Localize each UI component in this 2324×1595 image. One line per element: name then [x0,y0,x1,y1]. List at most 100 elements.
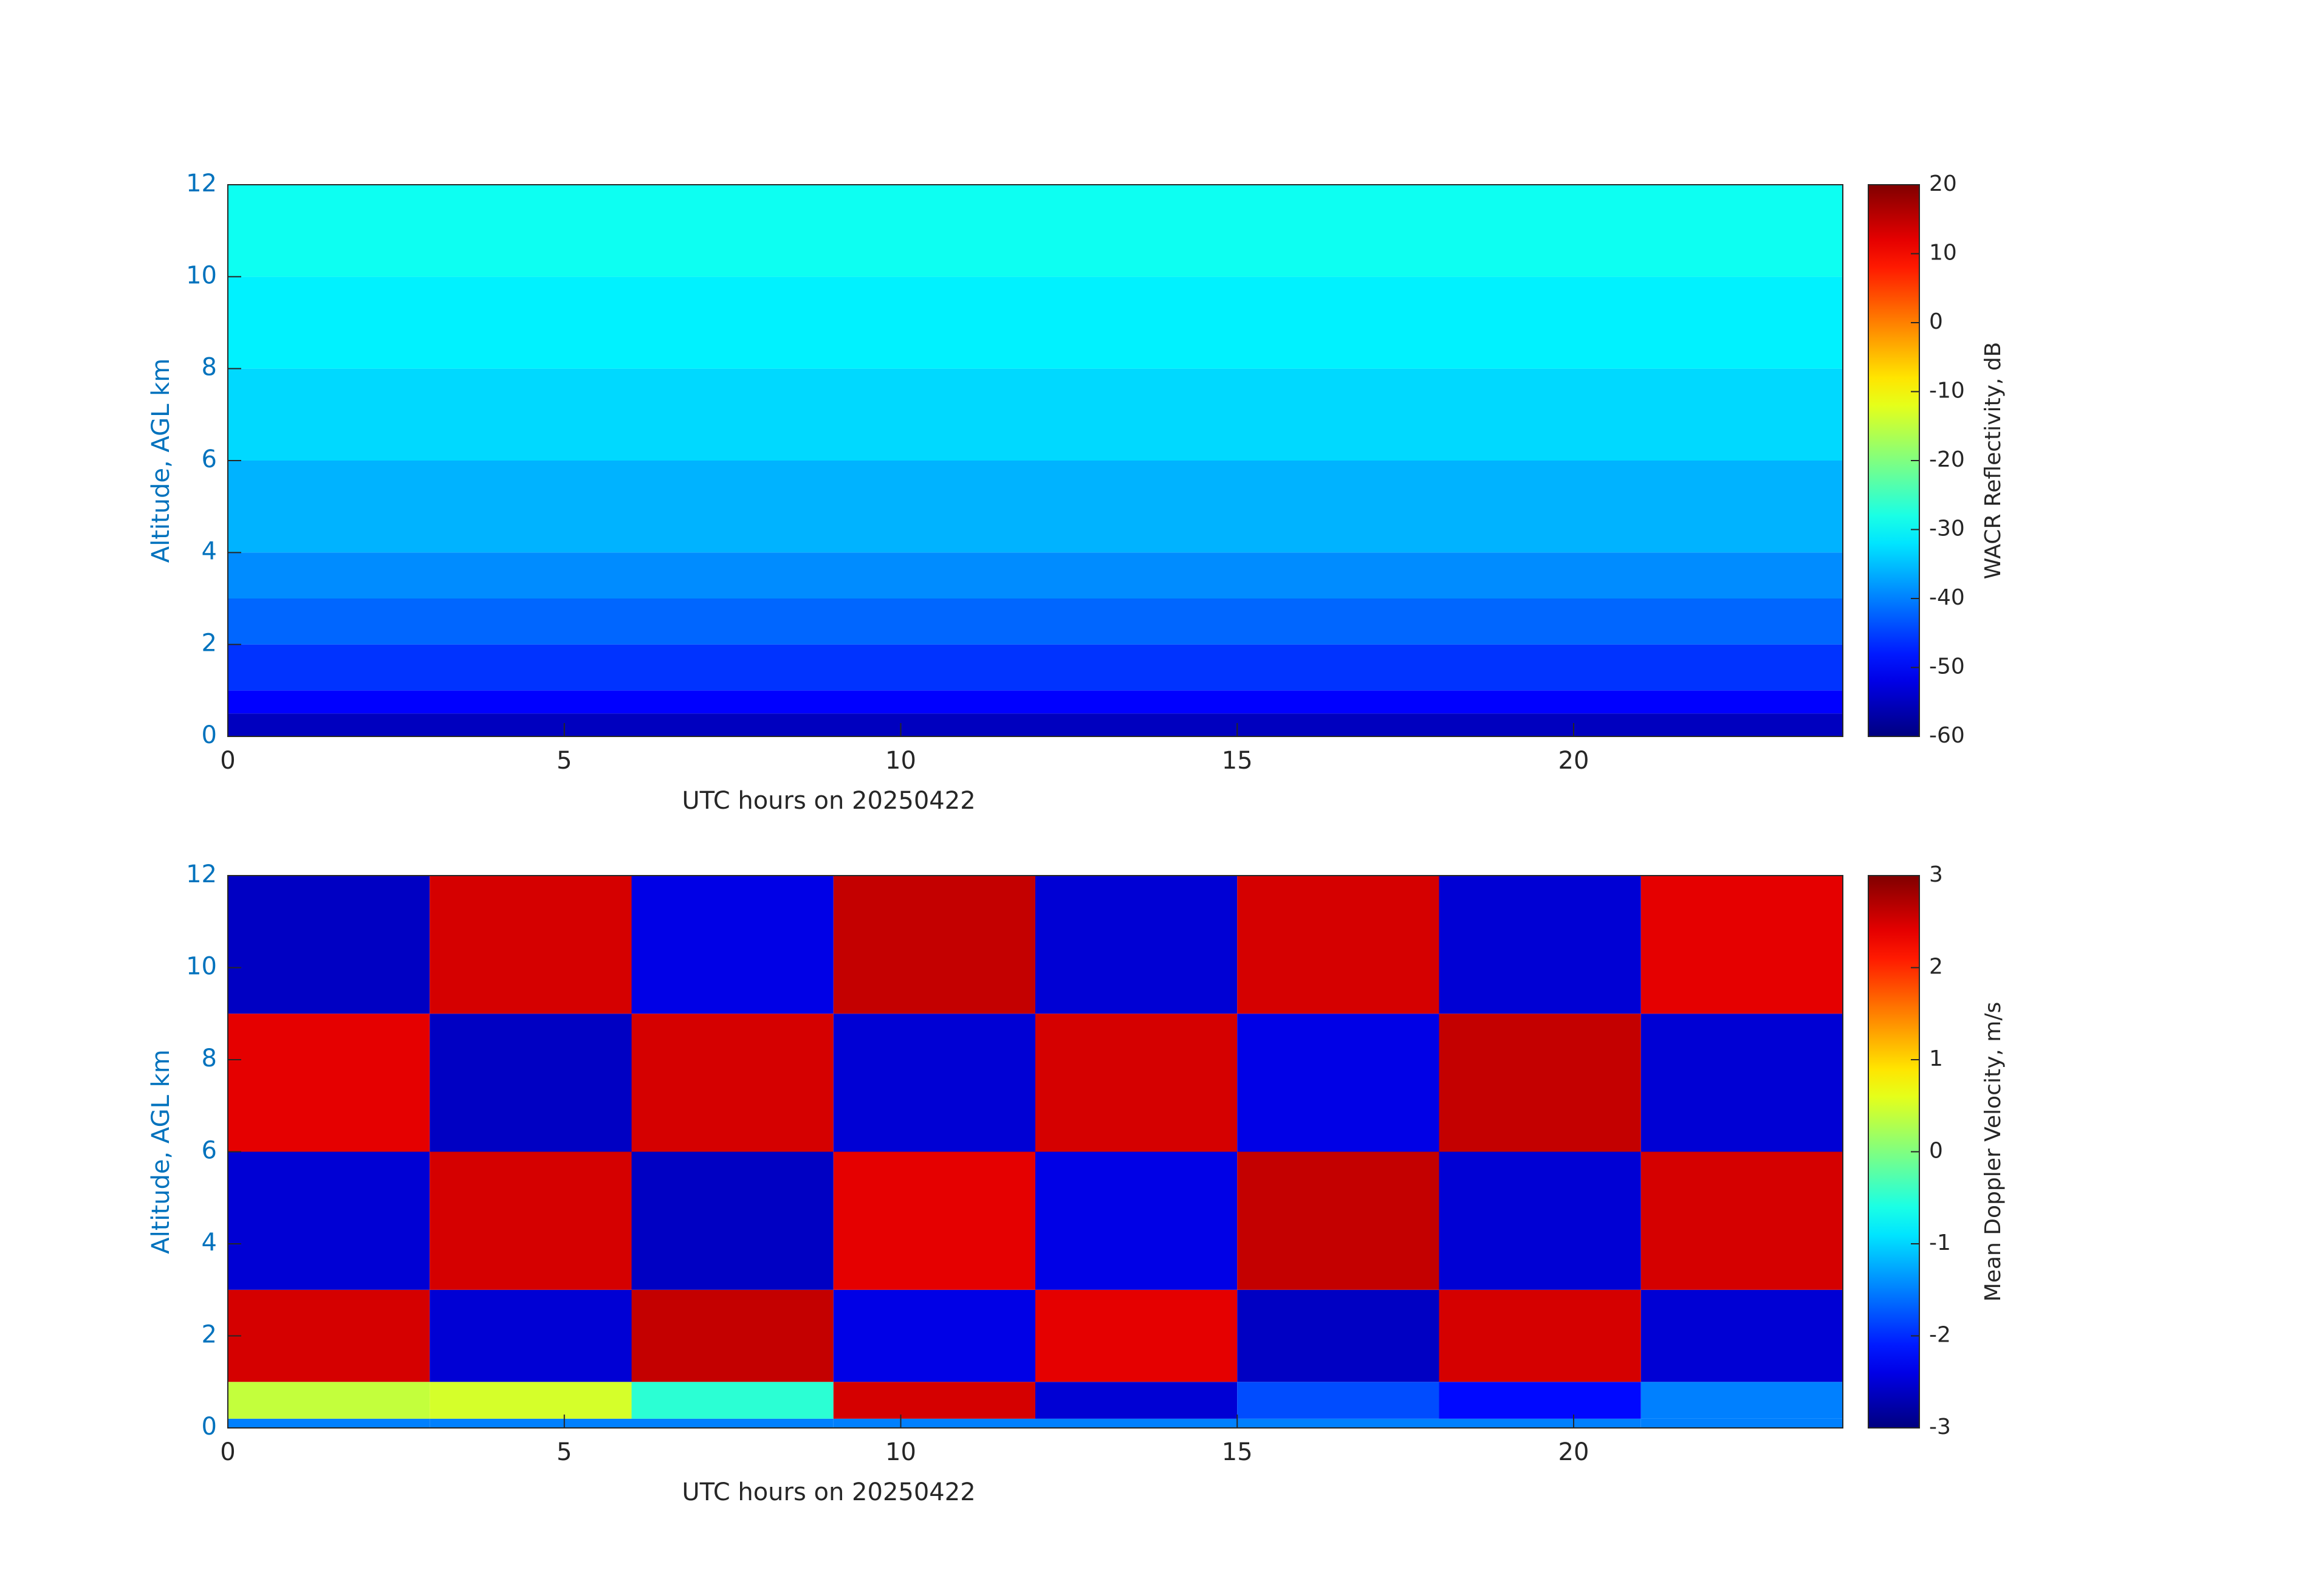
heatmap-cell [833,1382,1035,1419]
colorbar-tick-label: -40 [1929,585,1965,610]
heatmap-cell [1237,1418,1439,1428]
heatmap-cell [833,1014,1035,1152]
heatmap-cell [228,644,1843,691]
heatmap-cell [1640,1014,1843,1152]
heatmap-cell [1439,1289,1641,1382]
heatmap-cell [1035,1289,1238,1382]
heatmap-cell [1640,1382,1843,1419]
heatmap-cell [833,1289,1035,1382]
x-tick-label: 0 [220,747,235,775]
heatmap-cell [228,599,1843,645]
heatmap-cell [228,1014,430,1152]
y-tick-label: 0 [202,1413,217,1441]
colorbar-tick-label: -1 [1929,1230,1951,1255]
y-axis-label: Altitude, AGL km [147,1049,175,1254]
heatmap-cell [631,1382,834,1419]
y-tick-label: 12 [186,860,217,888]
heatmap-cell [1237,1151,1439,1290]
heatmap-cell [228,368,1843,461]
heatmap-cell [1640,1418,1843,1428]
colorbar-tick-label: -10 [1929,379,1965,403]
heatmap-cell [430,1151,632,1290]
heatmap-cell [631,1289,834,1382]
heatmap-cell [1439,876,1641,1014]
y-tick-label: 8 [202,354,217,382]
heatmap-cell [1035,876,1238,1014]
heatmap-cell [430,1014,632,1152]
heatmap-cell [1640,1289,1843,1382]
heatmap-cell [228,1289,430,1382]
heatmap-cell [1035,1151,1238,1290]
heatmap-cell [228,552,1843,599]
x-tick-label: 5 [557,1438,572,1466]
heatmap-cell [228,185,1843,277]
x-tick-label: 5 [557,747,572,775]
colorbar-tick-label: 20 [1929,171,1957,196]
y-tick-label: 6 [202,1137,217,1165]
heatmap-cell [1237,1014,1439,1152]
heatmap-cell [430,1418,632,1428]
y-axis-label: Altitude, AGL km [147,358,175,563]
x-tick-label: 15 [1222,1438,1253,1466]
heatmap-cell [1035,1418,1238,1428]
colorbar-label: Mean Doppler Velocity, m/s [1981,1002,2006,1302]
heatmap-cell [1035,1382,1238,1419]
heatmap-cell [1640,876,1843,1014]
x-axis-label: UTC hours on 20250422 [682,787,975,815]
colorbar-tick-label: 10 [1929,241,1957,266]
heatmap-cell [631,1014,834,1152]
y-tick-label: 4 [202,1229,217,1257]
colorbar-tick-label: 1 [1929,1046,1943,1071]
heatmap-cell [833,1418,1035,1428]
heatmap-cell [228,876,430,1014]
heatmap-cell [1237,1382,1439,1419]
colorbar-tick-label: 0 [1929,1139,1943,1164]
x-tick-label: 10 [885,1438,916,1466]
colorbar-label: WACR Reflectivity, dB [1981,342,2006,580]
heatmap-cell [430,1289,632,1382]
heatmap-cell [631,876,834,1014]
heatmap-cell [430,1382,632,1419]
colorbar-tick-label: -2 [1929,1323,1951,1348]
heatmap-cell [1640,1151,1843,1290]
colorbar-tick-label: -30 [1929,516,1965,541]
y-tick-label: 4 [202,537,217,565]
heatmap-cell [228,713,1843,736]
x-tick-label: 20 [1558,1438,1589,1466]
heatmap-cell [228,276,1843,369]
heatmap-cell [1439,1014,1641,1152]
x-tick-label: 15 [1222,747,1253,775]
heatmap-cell [631,1418,834,1428]
heatmap-cell [631,1151,834,1290]
heatmap-cell [228,1151,430,1290]
y-tick-label: 12 [186,170,217,197]
heatmap-cell [228,1382,430,1419]
heatmap-cell [833,1151,1035,1290]
x-tick-label: 10 [885,747,916,775]
heatmap-cell [1439,1418,1641,1428]
x-axis-label: UTC hours on 20250422 [682,1478,975,1506]
colorbar-tick-label: 0 [1929,309,1943,334]
colorbar-tick-label: 3 [1929,862,1943,887]
y-tick-label: 8 [202,1044,217,1072]
heatmap-cell [1439,1382,1641,1419]
colorbar-tick-label: -50 [1929,654,1965,679]
heatmap-cell [1035,1014,1238,1152]
x-tick-label: 0 [220,1438,235,1466]
y-tick-label: 6 [202,445,217,473]
heatmap-cell [833,876,1035,1014]
y-tick-label: 10 [186,261,217,289]
heatmap-cell [228,1418,430,1428]
y-tick-label: 2 [202,629,217,657]
heatmap-cell [228,461,1843,553]
x-tick-label: 20 [1558,747,1589,775]
colorbar-tick-label: -20 [1929,447,1965,472]
y-tick-label: 10 [186,953,217,981]
heatmap-cell [430,876,632,1014]
heatmap-cell [1439,1151,1641,1290]
heatmap-cell [228,690,1843,714]
y-tick-label: 2 [202,1321,217,1349]
heatmap-cell [1237,876,1439,1014]
